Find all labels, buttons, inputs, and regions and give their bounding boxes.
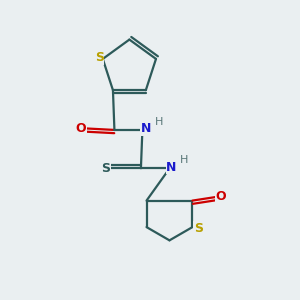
Text: N: N: [167, 160, 177, 173]
Text: H: H: [180, 155, 188, 165]
Text: S: S: [194, 222, 203, 235]
Text: N: N: [141, 122, 151, 135]
Text: S: S: [101, 162, 110, 175]
Text: H: H: [154, 117, 163, 127]
Text: O: O: [76, 122, 86, 135]
Text: O: O: [215, 190, 226, 203]
Text: S: S: [95, 51, 104, 64]
